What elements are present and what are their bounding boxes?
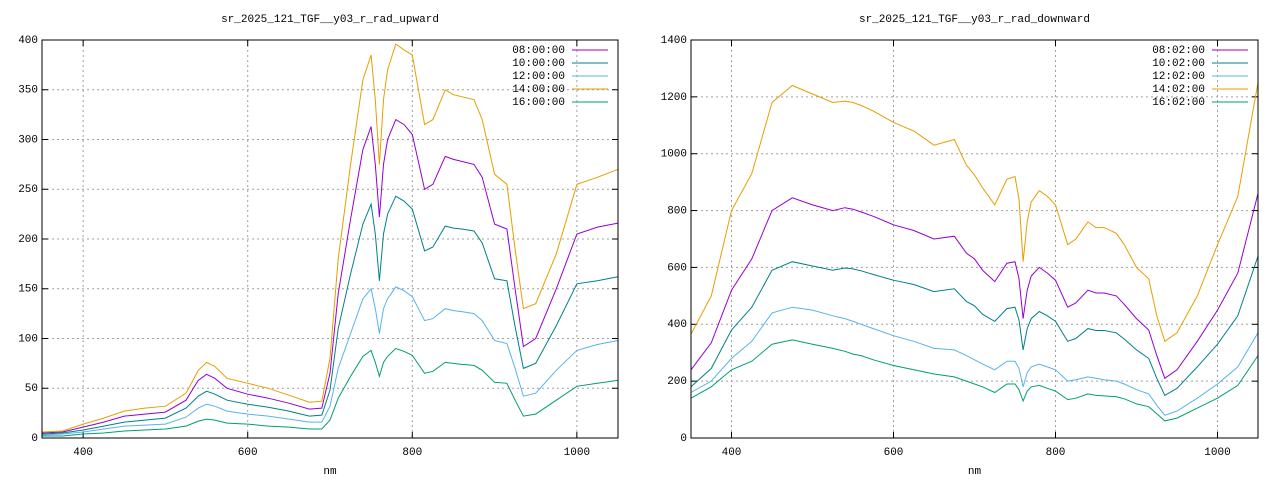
series-line: [690, 193, 1259, 380]
series-line: [690, 339, 1259, 422]
x-tick-label: 1000: [564, 447, 590, 459]
series-line: [41, 195, 619, 435]
legend-label: 12:00:00: [512, 71, 565, 83]
legend-label: 10:00:00: [512, 58, 565, 70]
x-tick-label: 1000: [1204, 447, 1230, 459]
x-tick-label: 400: [722, 447, 742, 459]
x-tick-label: 800: [1046, 447, 1066, 459]
y-tick-label: 1400: [661, 35, 687, 47]
y-tick-label: 400: [18, 35, 38, 47]
y-tick-label: 1200: [661, 92, 687, 104]
legend-label: 12:02:00: [1152, 71, 1205, 83]
x-tick-label: 600: [884, 447, 904, 459]
legend-label: 08:00:00: [512, 45, 565, 57]
y-tick-label: 250: [18, 184, 38, 196]
x-axis-label: nm: [323, 466, 337, 478]
legend-label: 10:02:00: [1152, 58, 1205, 70]
legend-label: 14:00:00: [512, 84, 565, 96]
series-line: [41, 118, 619, 434]
legend-label: 08:02:00: [1152, 45, 1205, 57]
series-line: [41, 286, 619, 436]
y-tick-label: 200: [18, 234, 38, 246]
chart-title: sr_2025_121_TGF__y03_r_rad_upward: [221, 14, 439, 26]
plot-frame: [41, 39, 619, 439]
y-tick-label: 400: [667, 319, 687, 331]
series-line: [690, 82, 1259, 343]
series-line: [41, 43, 619, 433]
x-tick-label: 400: [73, 447, 93, 459]
plot-frame: [690, 39, 1259, 439]
x-axis-label: nm: [968, 466, 982, 478]
series-line: [690, 306, 1259, 416]
y-tick-label: 1000: [661, 149, 687, 161]
series-line: [42, 347, 619, 437]
y-tick-label: 300: [18, 134, 38, 146]
chart-title: sr_2025_121_TGF__y03_r_rad_downward: [859, 14, 1090, 26]
y-tick-label: 600: [667, 262, 687, 274]
y-tick-label: 200: [667, 376, 687, 388]
y-tick-label: 350: [18, 85, 38, 97]
series-line: [690, 255, 1259, 397]
x-tick-label: 800: [402, 447, 422, 459]
y-tick-label: 0: [31, 433, 38, 445]
legend-label: 14:02:00: [1152, 84, 1205, 96]
y-tick-label: 100: [18, 333, 38, 345]
y-tick-label: 800: [667, 205, 687, 217]
legend-label: 16:00:00: [512, 97, 565, 109]
y-tick-label: 150: [18, 284, 38, 296]
y-tick-label: 0: [680, 433, 687, 445]
y-tick-label: 50: [25, 383, 38, 395]
legend-label: 16:02:00: [1152, 97, 1205, 109]
x-tick-label: 600: [238, 447, 258, 459]
